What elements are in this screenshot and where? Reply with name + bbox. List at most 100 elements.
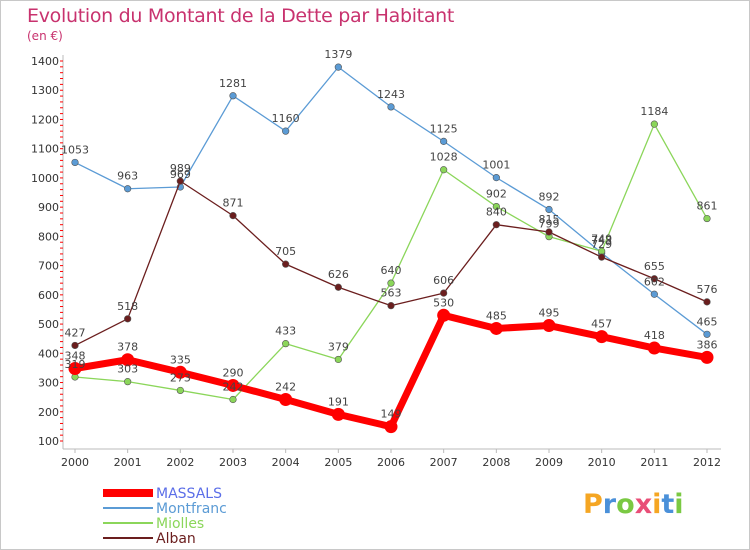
x-tick-label: 2005 xyxy=(324,456,352,469)
y-tick-label: 1100 xyxy=(31,143,59,156)
data-label: 871 xyxy=(223,197,244,210)
data-point xyxy=(331,407,345,421)
data-point xyxy=(492,202,500,211)
y-tick-label: 300 xyxy=(38,377,59,390)
data-point xyxy=(489,321,503,335)
data-point xyxy=(650,290,658,298)
data-label: 242 xyxy=(223,380,244,393)
data-point xyxy=(492,221,500,229)
data-point xyxy=(440,166,448,174)
data-label: 1053 xyxy=(61,143,89,156)
data-label: 378 xyxy=(117,341,138,354)
legend-label-massals: MASSALS xyxy=(156,486,222,502)
data-label: 433 xyxy=(275,325,296,338)
data-label: 518 xyxy=(117,300,138,313)
data-label: 1243 xyxy=(377,88,405,101)
data-label: 191 xyxy=(328,395,349,408)
data-label: 799 xyxy=(539,218,560,231)
data-point xyxy=(647,341,661,355)
y-tick-label: 700 xyxy=(38,260,59,273)
data-point xyxy=(440,137,448,145)
y-tick-label: 800 xyxy=(38,230,59,243)
y-tick-label: 900 xyxy=(38,201,59,214)
data-point xyxy=(229,92,237,100)
chart-title: Evolution du Montant de la Dette par Hab… xyxy=(27,5,455,27)
data-label: 1028 xyxy=(430,151,458,164)
data-point xyxy=(176,177,184,185)
data-point xyxy=(68,362,82,376)
data-point xyxy=(121,353,135,367)
data-label: 530 xyxy=(433,296,454,309)
data-point xyxy=(542,319,556,333)
x-tick-label: 2009 xyxy=(535,456,563,469)
data-point xyxy=(173,365,187,379)
y-tick-label: 1400 xyxy=(31,55,59,68)
data-point xyxy=(282,340,290,348)
data-point xyxy=(595,330,609,344)
x-tick-label: 2004 xyxy=(272,456,300,469)
data-point xyxy=(387,279,395,287)
data-point xyxy=(334,355,342,364)
axes: 100 200 300 400 500 600 700 800 900 1000 1100 1200 1… xyxy=(31,55,721,469)
logo-letter: r xyxy=(602,489,617,520)
data-label: 969 xyxy=(170,168,191,181)
series-lines xyxy=(68,63,714,434)
x-tick-label: 2003 xyxy=(219,456,247,469)
y-tick-label: 600 xyxy=(38,289,59,302)
legend-label-miolles: Miolles xyxy=(156,516,204,532)
y-tick-label: 1000 xyxy=(31,172,59,185)
data-label: 418 xyxy=(644,329,665,342)
data-labels: 1053 963 969 1281 1160 1379 1243 1125 1001 892 743… xyxy=(61,48,718,421)
data-label: 290 xyxy=(223,366,244,379)
y-tick-label: 400 xyxy=(38,347,59,360)
y-tick-label: 200 xyxy=(38,406,59,419)
data-point xyxy=(176,386,184,395)
data-label: 576 xyxy=(697,283,718,296)
legend-label-alban: Alban xyxy=(156,531,196,547)
data-point xyxy=(492,174,500,182)
data-label: 149 xyxy=(381,408,402,421)
data-label: 273 xyxy=(170,371,191,384)
x-tick-label: 2007 xyxy=(430,456,458,469)
data-point xyxy=(650,275,658,283)
data-label: 495 xyxy=(539,307,560,320)
data-point xyxy=(440,289,448,297)
data-point xyxy=(124,185,132,193)
data-label: 815 xyxy=(539,213,560,226)
data-label: 989 xyxy=(170,162,191,175)
y-tick-label: 1300 xyxy=(31,84,59,97)
logo-letter: P xyxy=(583,489,603,520)
x-tick-label: 2008 xyxy=(482,456,510,469)
data-point xyxy=(703,298,711,306)
data-label: 705 xyxy=(275,245,296,258)
data-label: 348 xyxy=(65,350,86,363)
data-label: 379 xyxy=(328,340,349,353)
data-label: 602 xyxy=(644,275,665,288)
data-label: 626 xyxy=(328,268,349,281)
legend-label-montfranc: Montfranc xyxy=(156,501,227,517)
data-point xyxy=(703,330,711,338)
data-point xyxy=(545,228,553,236)
data-point xyxy=(700,350,714,364)
data-label: 655 xyxy=(644,260,665,273)
data-label: 457 xyxy=(591,318,612,331)
data-point xyxy=(334,283,342,291)
data-label: 1184 xyxy=(640,105,668,118)
data-point xyxy=(71,341,79,350)
data-point xyxy=(387,302,395,310)
data-label: 386 xyxy=(697,338,718,351)
data-label: 606 xyxy=(433,274,454,287)
data-point xyxy=(71,158,79,167)
data-point xyxy=(545,205,553,214)
data-label: 485 xyxy=(486,309,507,322)
x-tick-label: 2012 xyxy=(693,456,721,469)
data-point xyxy=(282,260,290,268)
data-point xyxy=(598,253,606,261)
data-label: 335 xyxy=(170,353,191,366)
data-point xyxy=(384,420,398,434)
data-point xyxy=(334,63,342,71)
x-tick-label: 2010 xyxy=(588,456,616,469)
data-label: 427 xyxy=(65,326,86,339)
